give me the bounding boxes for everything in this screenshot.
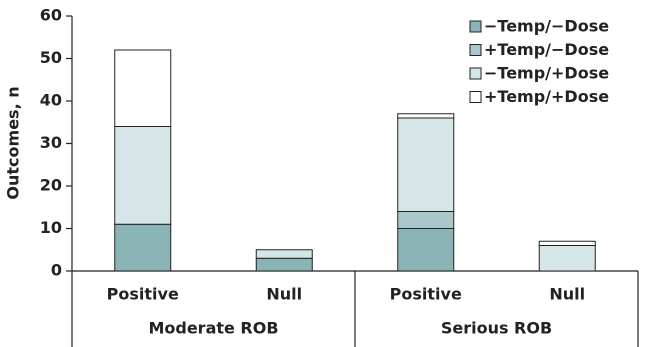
bar-segment	[538, 245, 596, 272]
bar-segment	[114, 126, 172, 225]
bar-segment	[397, 211, 455, 229]
bar-segment	[397, 117, 455, 212]
legend-swatch	[469, 67, 482, 80]
bar-segment	[255, 257, 313, 272]
x-tick-label: Null	[549, 285, 585, 304]
legend-label: +Temp/+Dose	[484, 87, 609, 106]
y-axis-label: Outcomes, n	[4, 86, 23, 199]
x-tick-label: Positive	[107, 285, 179, 304]
x-tick-label: Positive	[390, 285, 462, 304]
legend-label: −Temp/+Dose	[484, 64, 609, 83]
y-tick-label: 50	[40, 48, 62, 67]
bar-segment	[114, 49, 172, 127]
x-tick-label: Null	[266, 285, 302, 304]
legend-swatch	[469, 91, 482, 103]
bar-segment	[114, 223, 172, 272]
bar-segment	[397, 228, 455, 272]
y-tick-label: 20	[40, 176, 62, 195]
legend-label: −Temp/−Dose	[484, 17, 609, 36]
bar-segment	[397, 113, 455, 119]
group-label: Moderate ROB	[148, 319, 278, 338]
y-tick-label: 60	[40, 6, 62, 25]
y-tick-label: 10	[40, 218, 62, 237]
legend-swatch	[469, 20, 482, 33]
y-tick-label: 30	[40, 133, 62, 152]
group-label: Serious ROB	[441, 319, 552, 338]
legend-label: +Temp/−Dose	[484, 40, 609, 59]
legend-swatch	[469, 44, 482, 56]
y-tick-label: 0	[51, 261, 62, 280]
y-tick-label: 40	[40, 91, 62, 110]
bar-segment	[255, 249, 313, 259]
bar-segment	[538, 240, 596, 246]
